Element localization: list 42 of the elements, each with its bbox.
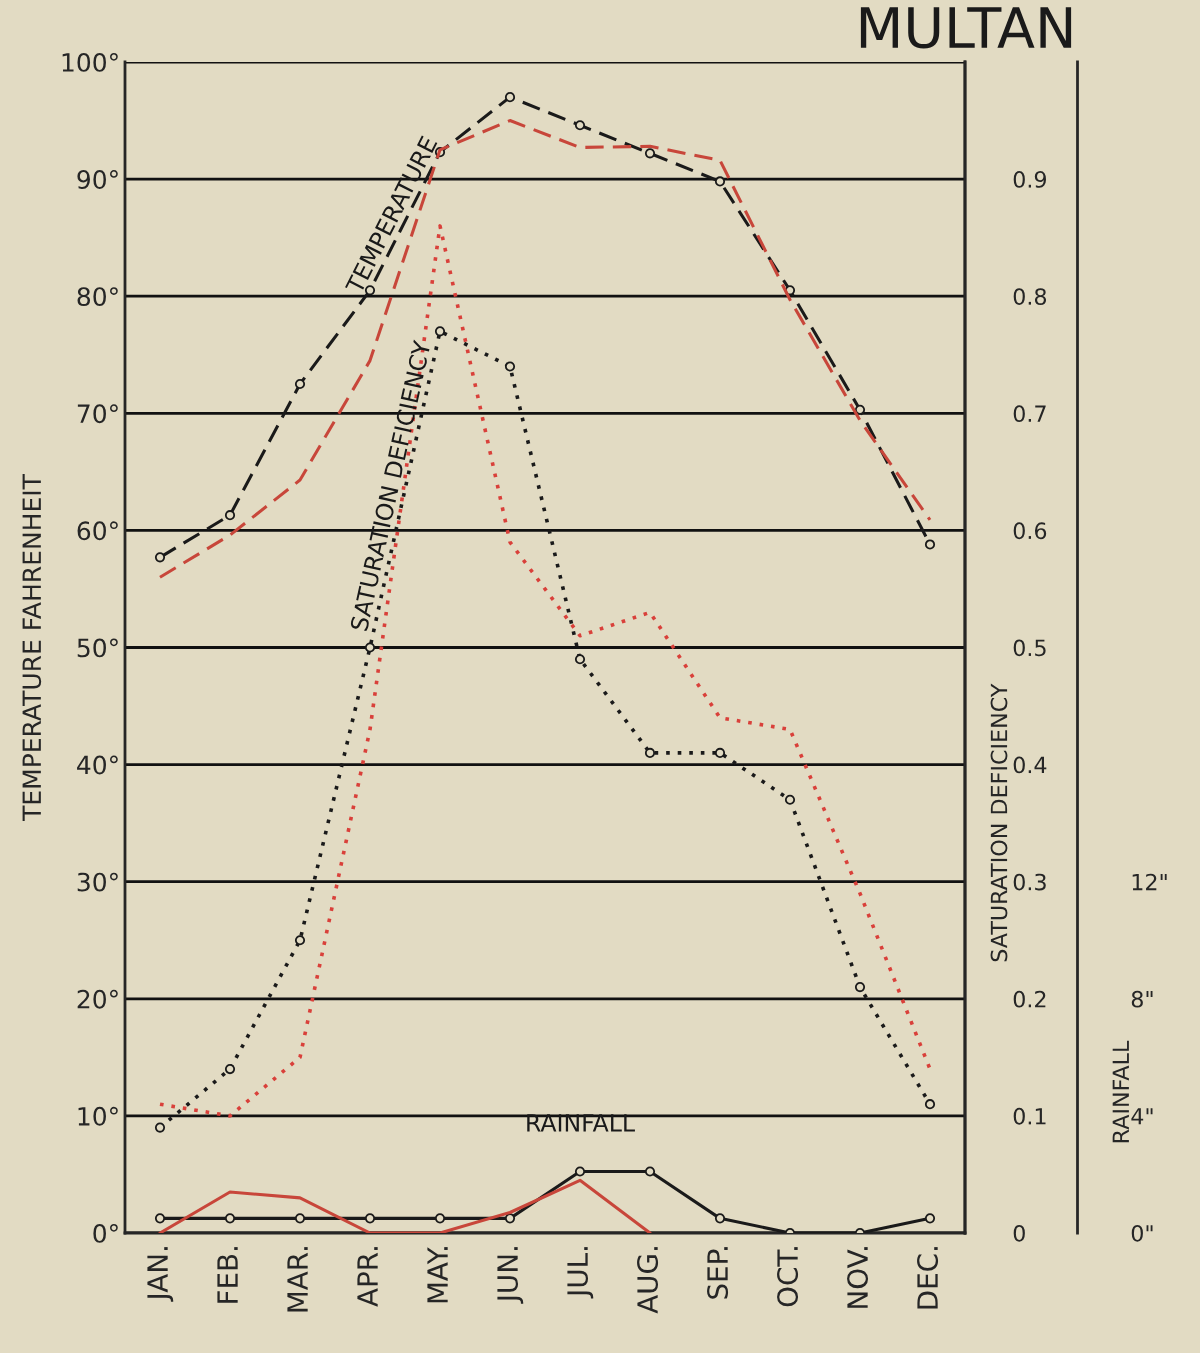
y2-tick-label: 0.4 — [1013, 756, 1047, 774]
y2-axis-title: SATURATION DEFICIENCY — [990, 683, 1008, 962]
y2-tick-label: 0.3 — [1013, 873, 1046, 891]
y2-tick-label: 0.1 — [1013, 1107, 1046, 1125]
y3-tick-label: 0" — [1131, 1224, 1153, 1242]
y-axis-title: TEMPERATURE FAHRENHEIT — [22, 474, 42, 821]
y3-tick-label: 4" — [1131, 1108, 1153, 1125]
x-tick-label: AUG. — [637, 1247, 659, 1314]
y-tick-label: 10° — [78, 1106, 118, 1126]
y-tick-label: 90° — [77, 170, 118, 189]
x-tick-label: MAR. — [287, 1247, 308, 1312]
x-tick-label: JUL. — [567, 1247, 594, 1299]
y2-tick-label: 0.6 — [1013, 522, 1047, 540]
y-tick-label: 80° — [77, 287, 118, 307]
series-label: RAINFALL — [527, 1114, 635, 1132]
y2-tick-label: 0.8 — [1013, 288, 1047, 305]
x-tick-label: SEP. — [707, 1247, 729, 1299]
chart-title: MULTAN — [860, 7, 1072, 49]
y-tick-label: 20° — [77, 989, 118, 1009]
x-tick-label: MAY. — [427, 1247, 448, 1303]
x-tick-label: DEC. — [917, 1247, 939, 1309]
y2-tick-label: 0.5 — [1013, 639, 1046, 657]
x-tick-label: NOV. — [847, 1247, 869, 1308]
x-tick-label: APR. — [357, 1247, 378, 1307]
y-tick-label: 60° — [77, 521, 118, 541]
y2-tick-label: 0 — [1013, 1224, 1025, 1242]
x-tick-label: JAN. — [147, 1247, 174, 1302]
y-tick-label: 0° — [93, 1223, 118, 1243]
y-tick-label: 40° — [77, 755, 118, 775]
y2-tick-label: 0.9 — [1013, 171, 1046, 188]
y3-tick-label: 12" — [1132, 873, 1167, 891]
y-tick-label: 70° — [77, 404, 118, 424]
x-tick-label: OCT. — [777, 1247, 799, 1307]
y3-tick-label: 8" — [1131, 990, 1153, 1008]
y2-tick-label: 0.2 — [1013, 990, 1046, 1008]
y-tick-label: 30° — [77, 872, 118, 892]
x-tick-label: FEB. — [217, 1247, 238, 1303]
y-tick-label: 50° — [77, 638, 118, 658]
y-tick-label: 100° — [62, 52, 118, 72]
y3-axis-title: RAINFALL — [1112, 1040, 1129, 1143]
y2-tick-label: 0.7 — [1013, 405, 1046, 423]
x-tick-label: JUN. — [497, 1247, 524, 1304]
